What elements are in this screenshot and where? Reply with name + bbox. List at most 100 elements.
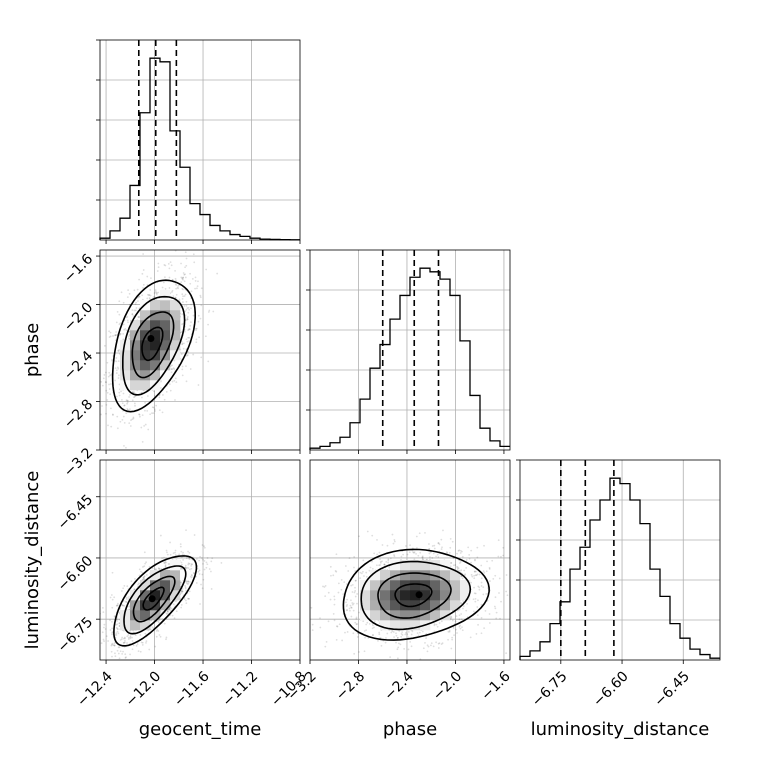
scatter-point <box>195 338 198 341</box>
scatter-point <box>164 287 167 290</box>
scatter-point <box>131 418 134 421</box>
scatter-point <box>458 618 461 621</box>
scatter-point <box>185 589 187 592</box>
scatter-point <box>131 399 134 402</box>
scatter-point <box>194 327 197 330</box>
scatter-point <box>199 317 202 320</box>
scatter-point <box>173 379 176 382</box>
density-cell <box>130 350 141 361</box>
density-cell <box>380 600 391 611</box>
scatter-point <box>471 575 474 578</box>
scatter-point <box>144 409 146 412</box>
scatter-point <box>383 563 386 566</box>
scatter-point <box>145 642 147 644</box>
scatter-point <box>184 587 187 590</box>
scatter-point <box>122 650 124 653</box>
scatter-point <box>472 598 475 601</box>
scatter-point <box>111 627 114 630</box>
scatter-point <box>125 316 128 319</box>
scatter-point <box>115 321 118 324</box>
scatter-point <box>488 613 491 615</box>
scatter-point <box>131 313 134 316</box>
scatter-point <box>101 384 104 387</box>
density-cell <box>170 560 181 571</box>
scatter-point <box>395 632 397 635</box>
scatter-point <box>151 567 154 570</box>
scatter-point <box>153 296 156 298</box>
scatter-point <box>185 582 188 585</box>
histogram-geocent_time <box>99 57 300 241</box>
scatter-point <box>103 344 106 347</box>
scatter-point <box>407 631 410 633</box>
scatter-point <box>359 577 362 580</box>
scatter-point <box>118 394 121 397</box>
density-cell <box>150 330 161 341</box>
scatter-point <box>129 630 131 632</box>
scatter-point <box>174 399 176 401</box>
scatter-point <box>165 612 168 615</box>
scatter-point <box>465 558 468 561</box>
density-cell <box>140 320 151 331</box>
scatter-point <box>201 558 204 561</box>
scatter-point <box>189 272 191 275</box>
scatter-point <box>170 607 173 610</box>
scatter-point <box>154 290 157 293</box>
scatter-point <box>431 545 434 547</box>
scatter-point <box>449 617 452 620</box>
scatter-point <box>200 356 203 359</box>
scatter-point <box>179 545 182 548</box>
density-cell <box>160 330 171 341</box>
scatter-point <box>142 253 145 255</box>
scatter-point <box>359 571 362 574</box>
scatter-point <box>500 555 502 558</box>
scatter-point <box>167 563 170 565</box>
scatter-point <box>323 586 326 588</box>
scatter-point <box>474 558 476 561</box>
scatter-point <box>115 334 117 337</box>
x-axis-label-luminosity_distance: luminosity_distance <box>531 719 710 740</box>
scatter-point <box>194 280 197 282</box>
scatter-point <box>158 568 161 570</box>
scatter-point <box>432 645 435 648</box>
scatter-point <box>366 621 369 624</box>
scatter-point <box>190 290 193 293</box>
scatter-point <box>188 327 191 330</box>
density-cell <box>400 560 411 571</box>
scatter-point <box>466 602 468 605</box>
contour-line <box>377 572 452 619</box>
scatter-point <box>186 307 189 310</box>
scatter-point <box>404 633 407 636</box>
scatter-point <box>455 615 458 617</box>
scatter-point <box>346 631 349 633</box>
scatter-point <box>192 572 195 574</box>
scatter-point <box>499 617 501 620</box>
scatter-point <box>175 284 178 286</box>
scatter-point <box>169 389 172 392</box>
scatter-point <box>345 609 348 612</box>
scatter-point <box>185 380 188 383</box>
scatter-point <box>187 597 190 600</box>
density-cell <box>160 300 171 311</box>
scatter-point <box>152 390 155 393</box>
scatter-point <box>387 558 390 561</box>
scatter-point <box>120 390 122 393</box>
scatter-point <box>350 599 352 602</box>
scatter-point <box>156 628 159 631</box>
scatter-point <box>348 607 351 610</box>
contour-line <box>342 548 490 641</box>
scatter-point <box>457 567 460 570</box>
scatter-point <box>480 581 483 584</box>
scatter-point <box>200 583 202 586</box>
scatter-point <box>429 556 431 558</box>
density-cell <box>140 610 151 621</box>
scatter-point <box>336 625 338 628</box>
scatter-point <box>351 603 354 606</box>
x-tick-label: −12.0 <box>123 668 165 710</box>
scatter-point <box>128 333 131 336</box>
scatter-point <box>169 553 172 556</box>
scatter-point <box>108 371 111 374</box>
scatter-point <box>156 270 159 272</box>
scatter-point <box>114 379 117 382</box>
y-tick-label: −2.8 <box>61 396 96 431</box>
